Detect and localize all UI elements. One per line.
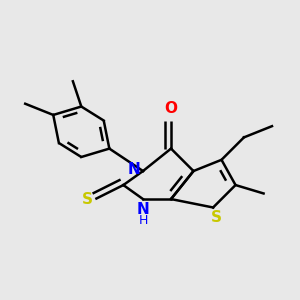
Text: N: N [136,202,149,217]
Text: S: S [210,210,221,225]
Text: O: O [164,101,178,116]
Text: S: S [82,192,92,207]
Text: N: N [128,162,140,177]
Text: H: H [138,214,148,227]
